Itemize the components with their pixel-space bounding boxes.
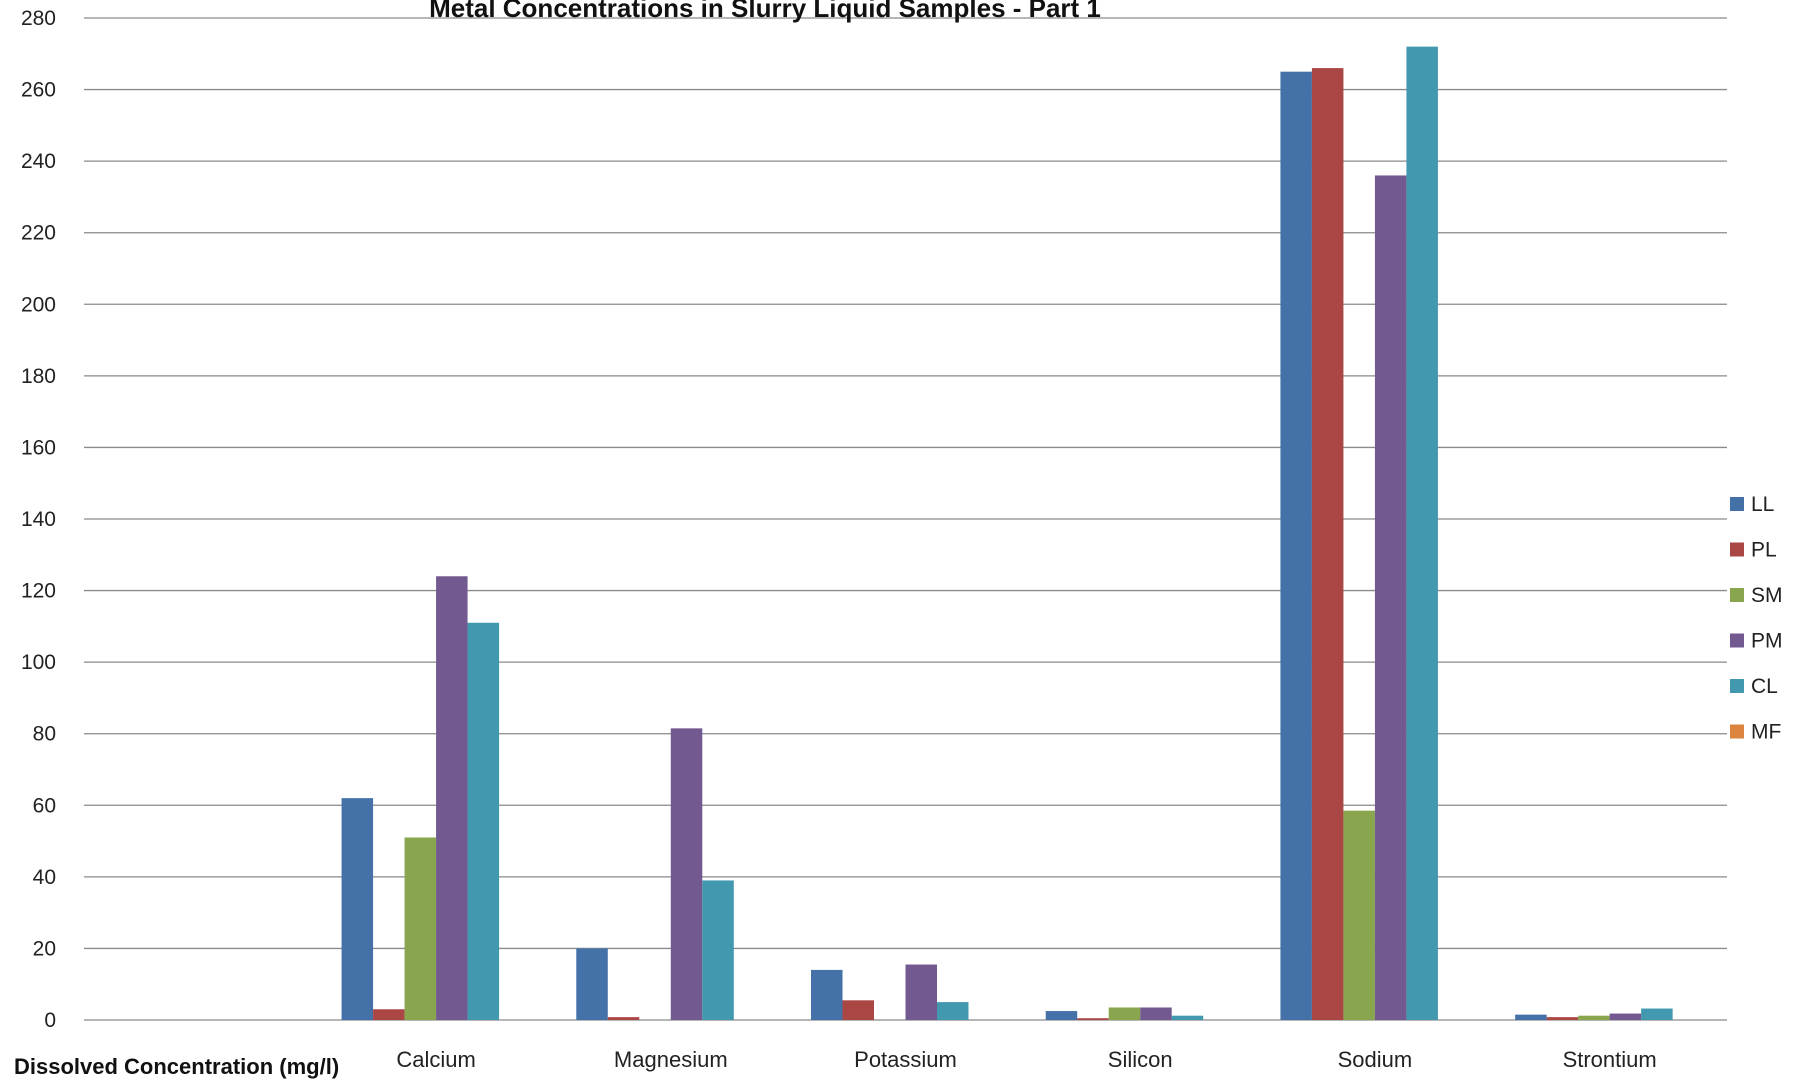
y-tick-label: 100	[21, 651, 56, 674]
bar-cl	[467, 622, 500, 1020]
y-tick-label: 160	[21, 436, 56, 459]
bars	[341, 46, 1673, 1021]
bar-pl	[1311, 68, 1344, 1021]
x-category-label: Sodium	[1338, 1047, 1413, 1072]
legend-swatch	[1730, 679, 1744, 693]
bar-cl	[1171, 1015, 1204, 1020]
bar-ll	[811, 969, 843, 1020]
legend-swatch	[1730, 724, 1744, 739]
legend-swatch	[1730, 633, 1744, 648]
legend-label: PL	[1751, 539, 1777, 562]
legend-swatch	[1730, 497, 1744, 511]
x-category-label: Potassium	[854, 1047, 957, 1072]
y-tick-label: 20	[33, 937, 56, 960]
legend-swatch	[1730, 588, 1744, 602]
bar-ll	[1045, 1011, 1078, 1020]
y-axis-label: Dissolved Concentration (mg/l)	[14, 1054, 339, 1079]
bar-pl	[1077, 1018, 1109, 1020]
legend-label: LL	[1751, 493, 1774, 516]
bar-cl	[702, 880, 734, 1020]
x-category-label: Calcium	[396, 1047, 475, 1072]
legend-label: MF	[1751, 721, 1781, 744]
bar-ll	[1515, 1014, 1547, 1020]
bar-pm	[1609, 1013, 1642, 1020]
bar-pl	[842, 1000, 874, 1020]
bar-pm	[670, 728, 703, 1020]
bar-sm	[1343, 810, 1375, 1020]
bar-ll	[576, 948, 608, 1020]
bar-cl	[937, 1002, 969, 1020]
x-category-label: Silicon	[1108, 1047, 1173, 1072]
bar-pl	[607, 1017, 640, 1020]
bar-pm	[436, 576, 468, 1020]
x-category-labels: Calcium Magnesium Potassium Silicon Sodium St…	[396, 1047, 1656, 1072]
bar-sm	[1578, 1015, 1610, 1020]
y-tick-label: 60	[33, 794, 56, 817]
y-tick-label: 280	[21, 7, 56, 30]
y-tick-label: 260	[21, 79, 56, 102]
legend-swatch	[1730, 542, 1744, 557]
y-tick-label: 80	[33, 723, 56, 746]
bar-ll	[1280, 71, 1312, 1020]
y-tick-label: 240	[21, 150, 56, 173]
bar-pm	[905, 964, 937, 1020]
bar-cl	[1406, 46, 1438, 1021]
legend: LL PL SM PM CL MF	[1730, 493, 1783, 744]
x-category-label: Strontium	[1563, 1047, 1657, 1072]
bar-ll	[341, 798, 374, 1020]
legend-label: CL	[1751, 675, 1778, 698]
chart-title: Metal Concentrations in Slurry Liquid Sa…	[429, 0, 1101, 23]
bar-pl	[1546, 1017, 1579, 1020]
bar-cl	[1641, 1008, 1673, 1020]
y-tick-label: 180	[21, 365, 56, 388]
y-tick-label: 0	[44, 1009, 56, 1032]
bar-pm	[1374, 175, 1407, 1020]
x-category-label: Magnesium	[614, 1047, 728, 1072]
bar-sm	[404, 837, 437, 1020]
y-tick-label: 120	[21, 580, 56, 603]
y-tick-label: 200	[21, 293, 56, 316]
legend-label: PM	[1751, 630, 1783, 653]
y-tick-label: 220	[21, 222, 56, 245]
bar-pm	[1140, 1007, 1172, 1020]
y-tick-labels: 0 20 40 60 80 100 120 140 160 180 200 220 240 260 280	[21, 7, 56, 1032]
y-tick-label: 40	[33, 866, 56, 889]
bar-pl	[373, 1009, 405, 1020]
y-tick-label: 140	[21, 508, 56, 531]
legend-label: SM	[1751, 584, 1783, 607]
gridlines	[84, 17, 1727, 1021]
bar-sm	[1108, 1007, 1141, 1020]
